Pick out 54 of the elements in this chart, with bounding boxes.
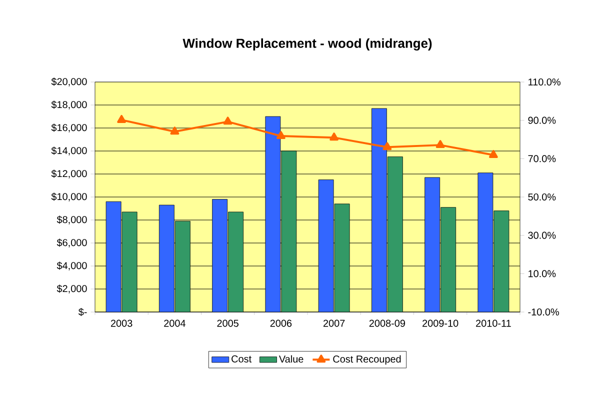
bar [281, 150, 297, 312]
x-tick-label: 2004 [164, 320, 186, 327]
y2-tick-label: 50.0% [528, 193, 556, 201]
x-tick-label: 2007 [323, 320, 345, 327]
point [330, 132, 339, 141]
point [276, 131, 286, 140]
y2-tick-label: 30.0% [528, 232, 556, 239]
point [488, 150, 498, 158]
chart-title: Window Replacement - wood (midrange) [182, 38, 432, 51]
point [436, 140, 445, 148]
bar [174, 220, 190, 312]
y-tick-label: $6,000 [56, 238, 87, 248]
bar [334, 204, 350, 312]
y-tick-label: $14,000 [51, 146, 87, 156]
bar [228, 212, 244, 312]
y-tick-label: $18,000 [51, 100, 87, 110]
y-tick-label: $2,000 [56, 284, 87, 294]
bar [478, 172, 494, 312]
bar [318, 180, 334, 312]
y2-tick-label: 110.0% [528, 78, 560, 86]
bar [122, 212, 138, 312]
bar [440, 207, 456, 312]
x-tick-label: 2005 [217, 320, 238, 327]
bar [494, 210, 510, 312]
y2-tick-label: -10.0% [528, 308, 559, 316]
x-tick-label: 2003 [110, 320, 132, 327]
y-tick-label: $- [78, 308, 87, 316]
legend-label: Cost [232, 355, 252, 362]
legend-label: Value [278, 355, 304, 363]
bar [212, 199, 228, 312]
x-tick-label: 2008-09 [369, 320, 405, 327]
y-tick-label: $10,000 [51, 192, 87, 202]
bar [106, 201, 122, 312]
bar [371, 108, 387, 312]
y-tick-label: $12,000 [51, 170, 87, 178]
bar [387, 156, 403, 312]
y-tick-label: $20,000 [51, 78, 87, 86]
y2-tick-label: 10.0% [528, 270, 556, 278]
y2-tick-label: 90.0% [528, 116, 556, 124]
point [170, 126, 180, 135]
x-tick-label: 2010-11 [476, 320, 511, 327]
bar [265, 116, 281, 312]
point [117, 114, 126, 123]
bar [424, 177, 440, 312]
x-tick-label: 2009-10 [422, 320, 458, 327]
x-tick-label: 2006 [270, 320, 292, 327]
y-tick-label: $16,000 [51, 124, 87, 132]
legend-label: Cost Recouped [333, 355, 401, 365]
bar [158, 204, 174, 312]
point [223, 116, 232, 125]
y-tick-label: $8,000 [56, 216, 87, 224]
y2-tick-label: 70.0% [528, 155, 556, 162]
point [382, 142, 392, 150]
y-tick-label: $4,000 [56, 262, 87, 270]
